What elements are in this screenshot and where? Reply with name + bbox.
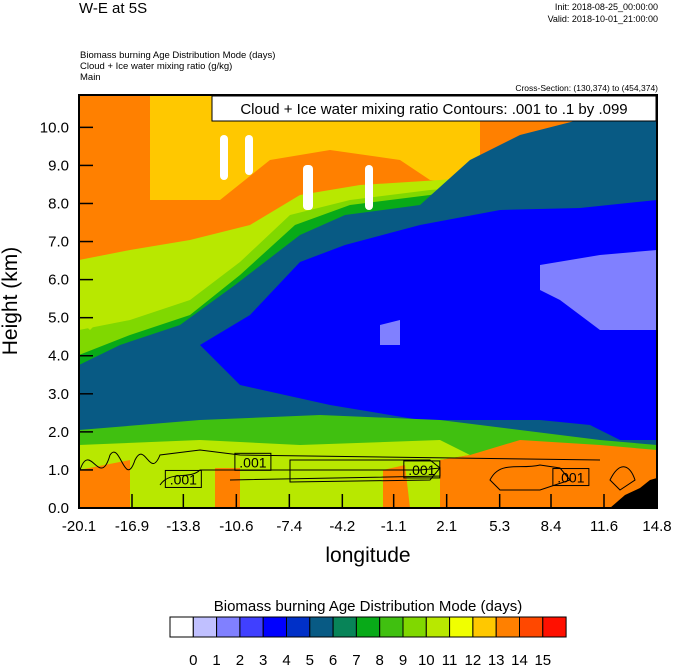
colorbar-label: 5 xyxy=(306,652,314,667)
x-tick-label: 2.1 xyxy=(436,518,457,535)
x-tick-label: 5.3 xyxy=(489,518,510,535)
region-14-mid1 xyxy=(215,468,240,508)
colorbar-box xyxy=(402,616,427,638)
y-tick-label: 2.0 xyxy=(48,424,69,441)
y-tick-label: 10.0 xyxy=(40,119,69,136)
y-tick-label: 3.0 xyxy=(48,386,69,403)
colorbar-box xyxy=(425,616,451,638)
colorbar-box xyxy=(239,616,264,638)
y-tick-label: 9.0 xyxy=(48,157,69,174)
x-tick-label: 14.8 xyxy=(642,518,671,535)
contour-line-3 xyxy=(489,464,571,491)
x-axis-label: longitude xyxy=(325,544,410,567)
region-4 xyxy=(200,200,657,440)
colorbar-label: 4 xyxy=(282,652,290,667)
colorbar-label: 13 xyxy=(488,652,505,667)
x-tick-label: -7.4 xyxy=(276,518,302,535)
colorbar-box xyxy=(449,616,474,638)
terrain xyxy=(610,478,657,508)
x-tick-label: -13.8 xyxy=(166,518,200,535)
colorbar-box xyxy=(169,616,194,638)
contour-label-box xyxy=(552,468,590,487)
missing-data-0 xyxy=(220,135,228,180)
contour-label-box xyxy=(234,452,272,471)
contour-label: .001 xyxy=(557,470,584,486)
y-tick-label: 0.0 xyxy=(48,500,69,517)
colorbar-box xyxy=(542,616,567,638)
colorbar-box xyxy=(286,616,311,638)
colorbar-box xyxy=(309,616,334,638)
x-tick-label: -20.1 xyxy=(62,518,96,535)
x-tick-label: -10.6 xyxy=(219,518,253,535)
colorbar-label: 9 xyxy=(399,652,407,667)
colorbar-label: 15 xyxy=(534,652,551,667)
colorbar-box xyxy=(355,616,381,638)
colorbar-label: 12 xyxy=(465,652,482,667)
field-layer: .001 .001 .001 .001 xyxy=(79,95,657,508)
plot-frame xyxy=(78,94,658,509)
colorbar-title: Biomass burning Age Distribution Mode (d… xyxy=(214,598,522,615)
colorbar-label: 14 xyxy=(511,652,528,667)
y-tick-label: 7.0 xyxy=(48,234,69,251)
x-tick-label: -16.9 xyxy=(115,518,149,535)
colorbar-box xyxy=(519,616,544,638)
y-tick-label: 4.0 xyxy=(48,348,69,365)
colorbar-box xyxy=(472,616,497,638)
x-tick-label: -4.2 xyxy=(329,518,355,535)
colorbar-box xyxy=(332,616,357,638)
contour-line-0 xyxy=(79,449,601,471)
region-14-mid2 xyxy=(383,465,410,508)
chart-title: Cloud + Ice water mixing ratio Contours:… xyxy=(240,101,627,118)
field-label-2: Cloud + Ice water mixing ratio (g/kg) xyxy=(80,61,233,72)
contour-label-box xyxy=(164,469,202,488)
missing-data-3 xyxy=(365,165,373,210)
colorbar-label: 1 xyxy=(212,652,220,667)
missing-data-1 xyxy=(245,135,253,175)
colorbar-box xyxy=(262,616,288,638)
valid-time: Valid: 2018-10-01_21:00:00 xyxy=(547,14,658,24)
contour-line-2 xyxy=(289,459,441,483)
region-11-patch xyxy=(79,310,100,330)
colorbar-label: 6 xyxy=(329,652,337,667)
y-tick-label: 6.0 xyxy=(48,272,69,289)
colorbar-label: 7 xyxy=(352,652,360,667)
contour-label: .001 xyxy=(239,454,266,470)
y-tick-label: 5.0 xyxy=(48,310,69,327)
colorbar-label: 2 xyxy=(236,652,244,667)
x-tick-label: -1.1 xyxy=(381,518,407,535)
y-tick-label: 8.0 xyxy=(48,195,69,212)
colorbar-label: 11 xyxy=(442,652,458,667)
region-14-left xyxy=(79,460,130,508)
colorbar-box xyxy=(495,616,521,638)
colorbar-box xyxy=(192,616,218,638)
cross-section-label: Cross-Section: (130,374) to (454,374) xyxy=(515,83,658,93)
colorbar-label: 0 xyxy=(189,652,197,667)
x-tick-label: 8.4 xyxy=(541,518,562,535)
colorbar-box xyxy=(379,616,404,638)
y-axis-label: Height (km) xyxy=(0,247,22,356)
contour-label: .001 xyxy=(170,471,197,487)
contour-label: .001 xyxy=(408,462,435,478)
field-label-1: Biomass burning Age Distribution Mode (d… xyxy=(80,50,276,61)
init-time: Init: 2018-08-25_00:00:00 xyxy=(554,2,658,12)
missing-data-2 xyxy=(303,165,313,210)
y-tick-label: 1.0 xyxy=(48,462,69,479)
colorbar-label: 3 xyxy=(259,652,267,667)
colorbar-label: 10 xyxy=(418,652,435,667)
colorbar-box xyxy=(216,616,241,638)
region-14-lower xyxy=(440,440,657,508)
region-2 xyxy=(540,250,657,330)
contour-line-4 xyxy=(609,466,636,491)
region-2-patch xyxy=(380,320,400,345)
main-title: W-E at 5S xyxy=(79,0,148,17)
contour-label-box xyxy=(403,460,441,479)
colorbar-label: 8 xyxy=(376,652,384,667)
field-label-3: Main xyxy=(80,72,101,83)
x-tick-label: 11.6 xyxy=(590,518,618,535)
